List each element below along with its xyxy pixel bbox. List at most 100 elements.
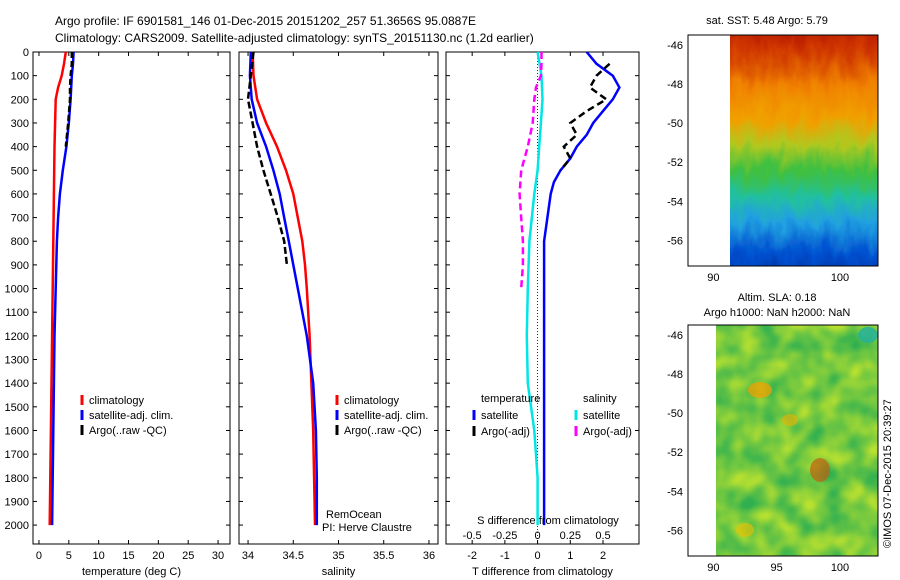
x-tick-label: 34.5 <box>283 550 304 562</box>
x-axis-label: salinity <box>322 566 356 578</box>
y-tick-label: 1800 <box>5 473 29 485</box>
x-tick-label: 30 <box>212 550 224 562</box>
sst-map-title: sat. SST: 5.48 Argo: 5.79 <box>706 15 828 27</box>
y-tick-label: 200 <box>11 94 29 106</box>
y-tick-label: 1700 <box>5 449 29 461</box>
y-tick-label: 1500 <box>5 402 29 414</box>
x-axis-label: T difference from climatology <box>472 566 613 578</box>
x-tick-label: 34 <box>242 550 254 562</box>
y-tick-label: -54 <box>667 486 683 498</box>
salinity-diff-tick-label: -0.5 <box>463 530 482 542</box>
legend-header-salinity: salinity <box>583 393 617 405</box>
series-argo-raw-qc- <box>246 51 289 266</box>
y-tick-label: -50 <box>667 408 683 420</box>
y-tick-label: -46 <box>667 40 683 52</box>
y-tick-label: 1200 <box>5 331 29 343</box>
x-tick-label: 100 <box>831 272 849 284</box>
plot-area <box>238 51 439 545</box>
salinity-diff-tick-label: 0.25 <box>560 530 581 542</box>
y-tick-label: -56 <box>667 526 683 538</box>
sst-field <box>716 35 878 266</box>
legend-label: satellite <box>583 410 620 422</box>
x-tick-label: 100 <box>831 562 849 574</box>
profile-panel-difference: -2 -1 0 1 2 T difference from climatology temp… <box>445 51 640 578</box>
y-tick-label: -48 <box>667 369 683 381</box>
annotation-program: RemOcean <box>326 509 382 521</box>
x-tick-label: 36 <box>423 550 435 562</box>
y-tick-label: 400 <box>11 142 29 154</box>
sla-map: Altim. SLA: 0.18 Argo h1000: NaN h2000: … <box>687 292 879 557</box>
x-tick-label: 25 <box>182 550 194 562</box>
y-tick-label: 500 <box>11 165 29 177</box>
y-tick-label: 1400 <box>5 378 29 390</box>
legend-label: Argo(-adj) <box>481 426 530 438</box>
y-tick-label: -50 <box>667 118 683 130</box>
y-tick-label: 2000 <box>5 520 29 532</box>
y-tick-label: -48 <box>667 79 683 91</box>
y-tick-label: -54 <box>667 196 683 208</box>
x-tick-label: 1 <box>567 550 573 562</box>
legend-label: satellite <box>481 410 518 422</box>
map-axes-sst_map: -46 -48 -50 -52 -54 -56 90 100 <box>667 40 849 284</box>
legend-label: Argo(..raw -QC) <box>89 425 167 437</box>
x-tick-label: 35.5 <box>373 550 394 562</box>
x-tick-label: 35 <box>332 550 344 562</box>
x-tick-label: 90 <box>707 272 719 284</box>
sla-map-subtitle: Argo h1000: NaN h2000: NaN <box>704 307 851 319</box>
footer-stamp: ©IMOS 07-Dec-2015 20:39:27 <box>882 399 894 548</box>
x-tick-label: 10 <box>93 550 105 562</box>
figure-title-line1: Argo profile: IF 6901581_146 01-Dec-2015… <box>55 14 476 28</box>
plot-area <box>32 51 231 545</box>
y-tick-label: 800 <box>11 236 29 248</box>
x-tick-label: 0 <box>535 550 541 562</box>
y-tick-label: 700 <box>11 213 29 225</box>
y-tick-label: 1900 <box>5 496 29 508</box>
legend-label: climatology <box>89 395 145 407</box>
x-tick-label: -1 <box>500 550 510 562</box>
profile-panel-salinity: 34 34.5 35 35.5 36 salinity climatology satelli… <box>238 51 439 578</box>
legend-label: Argo(-adj) <box>583 426 632 438</box>
x-axis-label: temperature (deg C) <box>82 566 181 578</box>
legend-label: Argo(..raw -QC) <box>344 425 422 437</box>
y-tick-label: 1100 <box>5 307 29 319</box>
series-climatology <box>48 51 68 526</box>
legend-label: satellite-adj. clim. <box>344 410 428 422</box>
figure-title-line2: Climatology: CARS2009. Satellite-adjuste… <box>55 31 534 45</box>
sla-map-title: Altim. SLA: 0.18 <box>738 292 817 304</box>
x-tick-label: -2 <box>467 550 477 562</box>
series-satellite-adj-clim- <box>248 51 319 526</box>
x-tick-label: 95 <box>771 562 783 574</box>
x-tick-label: 90 <box>707 562 719 574</box>
series-argo-adj--temperature <box>559 62 611 172</box>
y-tick-label: -52 <box>667 447 683 459</box>
series-satellite-temperature <box>542 51 621 526</box>
y-tick-label: 0 <box>23 47 29 59</box>
y-tick-label: 1600 <box>5 425 29 437</box>
profile-panel-temperature: 0 5 10 15 20 25 300100200300400500600700800900… <box>5 47 231 578</box>
y-tick-label: 300 <box>11 118 29 130</box>
y-tick-label: -56 <box>667 236 683 248</box>
salinity-diff-tick-label: 0 <box>535 530 541 542</box>
x-tick-label: 20 <box>152 550 164 562</box>
y-tick-label: -46 <box>667 330 683 342</box>
y-tick-label: -52 <box>667 157 683 169</box>
series-argo-raw-qc- <box>64 52 74 147</box>
series-argo-adj--salinity <box>518 52 543 289</box>
y-tick-label: 1300 <box>5 355 29 367</box>
legend-header-temperature: temperature <box>481 393 540 405</box>
y-tick-label: 600 <box>11 189 29 201</box>
y-tick-label: 1000 <box>5 284 29 296</box>
salinity-diff-tick-label: 0.5 <box>595 530 610 542</box>
sla-field <box>716 325 878 556</box>
legend-label: climatology <box>344 395 400 407</box>
y-tick-label: 100 <box>11 71 29 83</box>
salinity-diff-tick-label: -0.25 <box>492 530 517 542</box>
x-tick-label: 15 <box>122 550 134 562</box>
series-satellite-salinity <box>525 51 544 526</box>
x-tick-label: 0 <box>36 550 42 562</box>
x-tick-label: 5 <box>66 550 72 562</box>
salinity-diff-axis-label: S difference from climatology <box>477 515 619 527</box>
plot-area <box>445 51 640 545</box>
annotation-pi: PI: Herve Claustre <box>322 522 412 534</box>
sst-map: sat. SST: 5.48 Argo: 5.79 <box>687 15 879 267</box>
